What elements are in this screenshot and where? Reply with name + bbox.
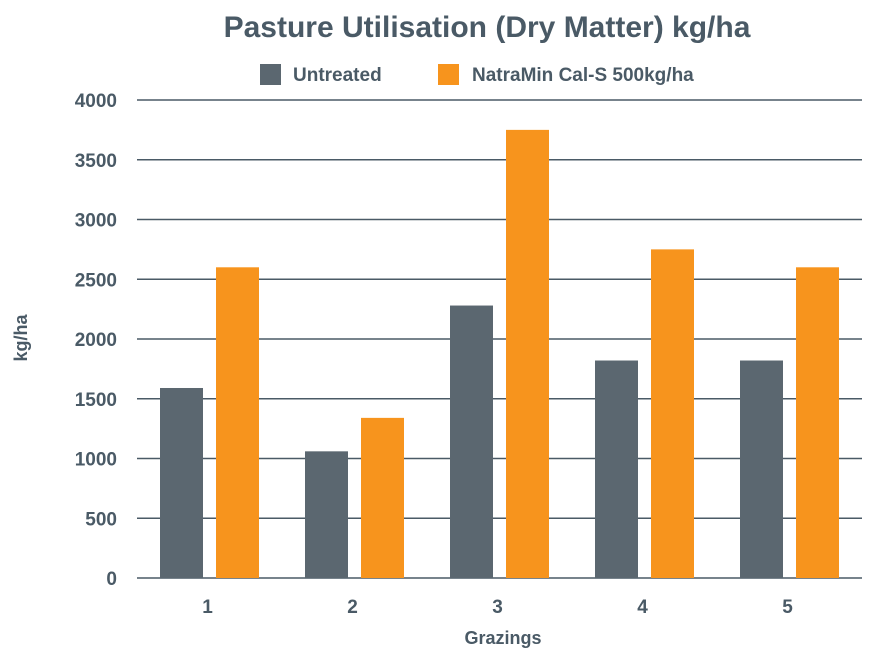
bar-natramin-grazing-5 xyxy=(796,267,839,578)
x-tick-label: 3 xyxy=(492,597,503,618)
bar-natramin-grazing-3 xyxy=(506,129,549,578)
y-tick-label: 1500 xyxy=(75,390,117,411)
y-tick-label: 2500 xyxy=(75,270,117,291)
y-tick-label: 1000 xyxy=(75,450,117,471)
y-tick-label: 3000 xyxy=(75,211,117,232)
bar-natramin-grazing-2 xyxy=(361,417,404,578)
legend-label-untreated: Untreated xyxy=(293,65,382,86)
bar-untreated-grazing-3 xyxy=(450,305,493,578)
y-tick-label: 4000 xyxy=(75,91,117,112)
legend-label-natramin: NatraMin Cal-S 500kg/ha xyxy=(472,65,694,86)
y-tick-label: 0 xyxy=(106,569,117,590)
bar-natramin-grazing-1 xyxy=(216,267,259,578)
x-axis-label: Grazings xyxy=(464,628,541,648)
x-tick-label: 1 xyxy=(202,597,213,618)
bar-natramin-grazing-4 xyxy=(651,249,694,578)
x-tick-label: 4 xyxy=(637,597,648,618)
bar-untreated-grazing-4 xyxy=(595,360,638,578)
y-tick-label: 500 xyxy=(85,509,117,530)
y-tick-label: 3500 xyxy=(75,151,117,172)
bar-untreated-grazing-5 xyxy=(740,360,783,578)
legend: Untreated NatraMin Cal-S 500kg/ha xyxy=(260,64,694,86)
legend-swatch-natramin xyxy=(438,64,459,85)
bars xyxy=(160,129,839,578)
x-tick-label: 5 xyxy=(782,597,793,618)
bar-untreated-grazing-1 xyxy=(160,387,203,578)
x-tick-label: 2 xyxy=(347,597,358,618)
bar-untreated-grazing-2 xyxy=(305,451,348,578)
y-axis-ticks: 0 500 1000 1500 2000 2500 3000 3500 4000 xyxy=(75,91,117,590)
y-axis-label: kg/ha xyxy=(11,314,31,362)
x-axis-ticks: 1 2 3 4 5 xyxy=(202,597,793,618)
legend-swatch-untreated xyxy=(260,64,281,85)
chart-title: Pasture Utilisation (Dry Matter) kg/ha xyxy=(224,11,751,44)
y-tick-label: 2000 xyxy=(75,330,117,351)
